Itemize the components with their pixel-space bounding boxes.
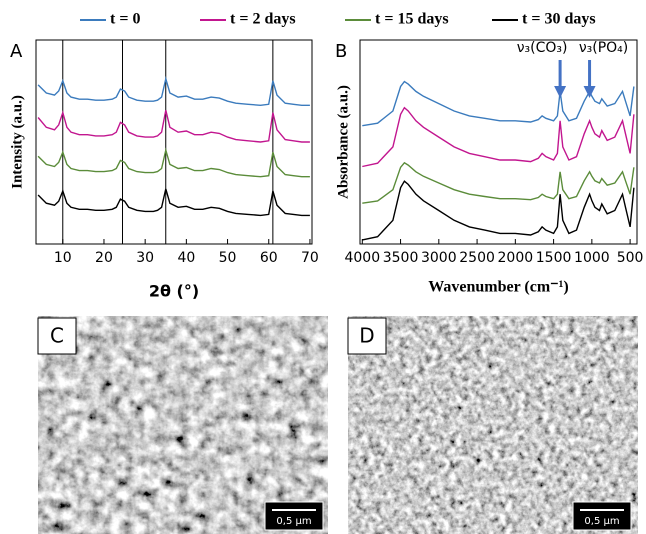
scale-box xyxy=(264,501,324,531)
plot-frame xyxy=(35,39,313,245)
series-line xyxy=(362,161,635,204)
x-tick-label: 10 xyxy=(54,250,72,266)
x-tick-label: 500 xyxy=(617,250,644,266)
legend-label: t = 30 days xyxy=(522,11,596,28)
panel-label: C xyxy=(50,324,64,348)
x-axis-label: Wavenumber (cm⁻¹) xyxy=(428,279,568,296)
plot-frame xyxy=(359,39,638,245)
x-tick-label: 1500 xyxy=(536,250,572,266)
y-axis-label: Absorbance (a.u.) xyxy=(335,85,351,199)
x-tick-label: 50 xyxy=(219,250,237,266)
panel-label: B xyxy=(335,41,347,62)
panel-label: A xyxy=(10,41,23,62)
legend-label: t = 15 days xyxy=(375,11,449,28)
y-axis-label: Intensity (a.u.) xyxy=(9,95,25,189)
image-texture xyxy=(348,316,638,534)
image-texture xyxy=(38,316,328,534)
series-line xyxy=(37,76,310,107)
sem-image-c: C 0,5 µm xyxy=(37,316,328,534)
scale-label: 0,5 µm xyxy=(276,516,311,527)
x-tick-label: 3000 xyxy=(421,250,457,266)
x-tick-label: 4000 xyxy=(344,250,380,266)
x-tick-label: 20 xyxy=(95,250,113,266)
x-tick-label: 70 xyxy=(301,250,319,266)
legend-label: t = 2 days xyxy=(230,11,296,28)
x-tick-label: 40 xyxy=(177,250,195,266)
series-line xyxy=(37,110,310,143)
sem-image-d: D 0,5 µm xyxy=(347,316,638,534)
series-line xyxy=(362,180,635,241)
panel-label: D xyxy=(359,324,374,348)
scale-label: 0,5 µm xyxy=(584,516,619,527)
x-axis-label: 2θ (°) xyxy=(149,282,199,301)
series-line xyxy=(362,80,635,127)
x-tick-label: 2000 xyxy=(498,250,534,266)
x-tick-label: 30 xyxy=(136,250,154,266)
scale-box xyxy=(572,501,632,531)
x-tick-label: 2500 xyxy=(459,250,495,266)
panel-box xyxy=(347,317,387,355)
legend-label: t = 0 xyxy=(110,11,140,28)
annotation-arrowhead xyxy=(554,86,567,98)
x-tick-label: 60 xyxy=(260,250,278,266)
annotation-arrowhead xyxy=(583,86,596,98)
annotation-label: ν₃(PO₄) xyxy=(579,40,628,56)
series-line xyxy=(362,106,635,168)
series-line xyxy=(37,147,310,178)
series-line xyxy=(37,188,310,217)
x-tick-label: 3500 xyxy=(383,250,419,266)
panel-box xyxy=(37,317,77,355)
x-tick-label: 1000 xyxy=(574,250,610,266)
annotation-label: ν₃(CO₃) xyxy=(517,40,568,56)
